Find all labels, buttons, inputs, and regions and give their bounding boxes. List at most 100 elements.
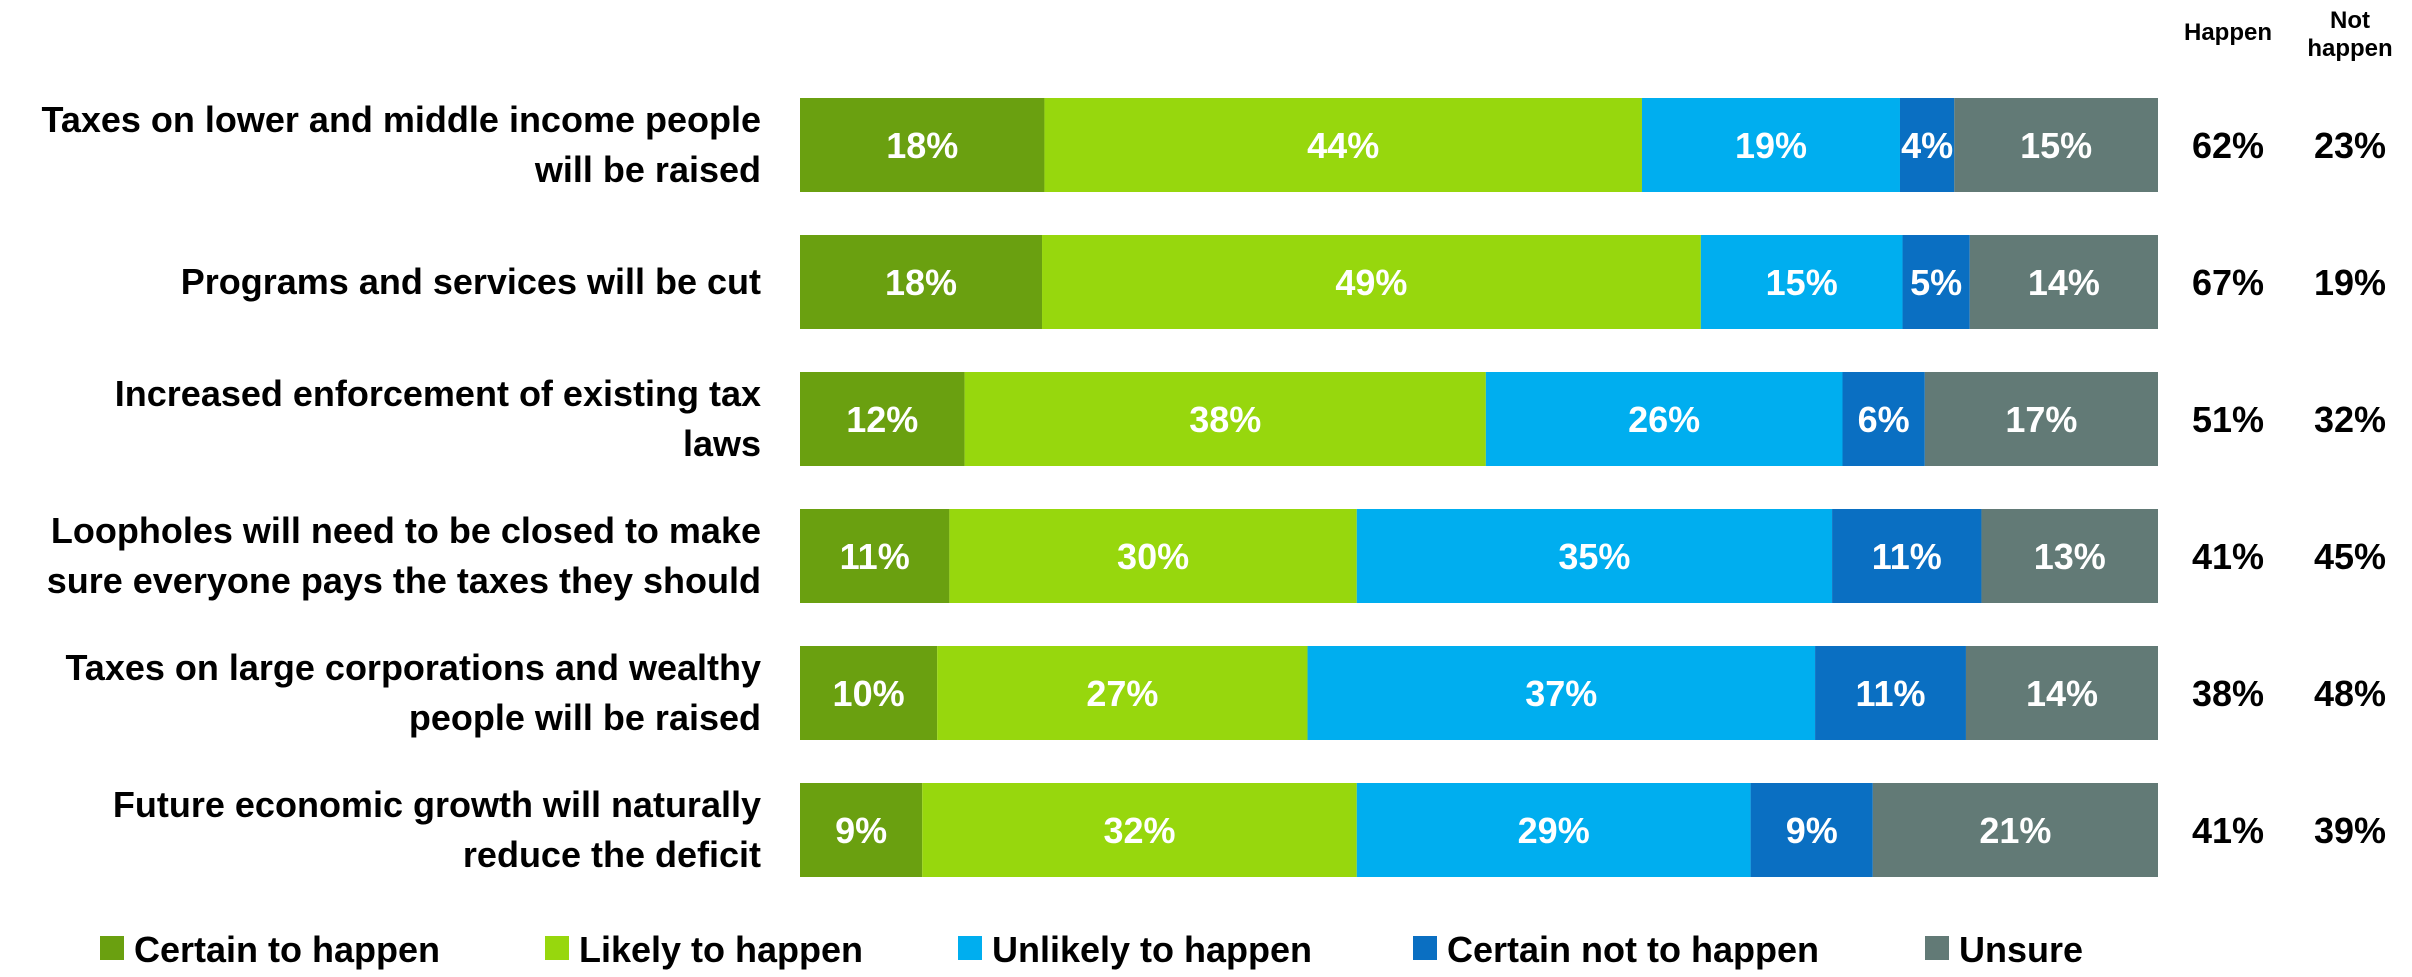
data-label: 11%: [1872, 536, 1942, 577]
bar-segment-unsure: [1924, 372, 2158, 466]
data-label: 17%: [2005, 399, 2077, 440]
data-label: 21%: [1979, 810, 2051, 851]
data-label: 15%: [1766, 262, 1838, 303]
bar-row: Taxes on large corporations and wealthy p…: [65, 646, 2386, 740]
legend-swatch: [1925, 936, 1949, 960]
bar-segment-likely-to-happen: [1044, 98, 1642, 192]
category-label: Taxes on large corporations and wealthy: [65, 647, 761, 688]
bar-segment-unsure: [1954, 98, 2158, 192]
legend-label: Unlikely to happen: [992, 929, 1312, 970]
bar-segment-likely-to-happen: [964, 372, 1486, 466]
happen-value: 41%: [2192, 536, 2264, 577]
category-label: will be raised: [534, 149, 761, 190]
data-label: 32%: [1103, 810, 1175, 851]
bar-segment-certain-not-to-happen: [1832, 509, 1982, 603]
data-label: 18%: [885, 262, 957, 303]
bar-segment-likely-to-happen: [922, 783, 1357, 877]
legend-swatch: [545, 936, 569, 960]
happen-value: 41%: [2192, 810, 2264, 851]
category-label: Increased enforcement of existing tax: [115, 373, 761, 414]
happen-value: 51%: [2192, 399, 2264, 440]
not-happen-value: 19%: [2314, 262, 2386, 303]
data-label: 29%: [1518, 810, 1590, 851]
bar-row: Programs and services will be cut 18% 49% 1…: [181, 235, 2386, 329]
happen-value: 62%: [2192, 125, 2264, 166]
category-label: Programs and services will be cut: [181, 261, 761, 302]
column-header-happen: Happen: [2184, 19, 2272, 46]
data-label: 37%: [1525, 673, 1597, 714]
data-label: 6%: [1858, 399, 1910, 440]
bar-row: Increased enforcement of existing tax law…: [115, 372, 2386, 466]
legend-item: Unlikely to happen: [958, 929, 1312, 970]
legend-item: Likely to happen: [545, 929, 863, 970]
bar-segment-certain-not-to-happen: [1899, 98, 1955, 192]
data-label: 9%: [835, 810, 887, 851]
category-label: people will be raised: [409, 697, 761, 738]
not-happen-value: 39%: [2314, 810, 2386, 851]
category-label: Future economic growth will naturally: [113, 784, 761, 825]
data-label: 49%: [1335, 262, 1407, 303]
data-label: 9%: [1786, 810, 1838, 851]
bar-segment-certain-to-happen: [800, 235, 1043, 329]
category-label: Loopholes will need to be closed to make: [51, 510, 761, 551]
bar-row: Future economic growth will naturally red…: [113, 783, 2386, 877]
legend-label: Unsure: [1959, 929, 2083, 970]
column-header-not-happen: Not: [2330, 7, 2370, 34]
not-happen-value: 48%: [2314, 673, 2386, 714]
not-happen-value: 45%: [2314, 536, 2386, 577]
happen-value: 67%: [2192, 262, 2264, 303]
legend-label: Likely to happen: [579, 929, 863, 970]
bar-segment-unsure: [1981, 509, 2158, 603]
legend-swatch: [100, 936, 124, 960]
bar-segment-unlikely-to-happen: [1356, 783, 1751, 877]
legend-label: Certain to happen: [134, 929, 440, 970]
bar-segment-certain-not-to-happen: [1815, 646, 1966, 740]
legend-swatch: [958, 936, 982, 960]
category-label: laws: [683, 423, 761, 464]
data-label: 4%: [1901, 125, 1953, 166]
bar-segment-certain-to-happen: [800, 372, 965, 466]
bar-segment-likely-to-happen: [949, 509, 1357, 603]
data-label: 26%: [1628, 399, 1700, 440]
data-label: 15%: [2020, 125, 2092, 166]
bar-row: Taxes on lower and middle income people w…: [42, 98, 2386, 192]
bar-segment-likely-to-happen: [937, 646, 1308, 740]
column-header-not-happen: happen: [2307, 35, 2392, 62]
data-label: 14%: [2026, 673, 2098, 714]
bar-segment-likely-to-happen: [1042, 235, 1701, 329]
bar-segment-certain-not-to-happen: [1902, 235, 1970, 329]
data-label: 11%: [1855, 673, 1925, 714]
not-happen-value: 32%: [2314, 399, 2386, 440]
data-label: 44%: [1307, 125, 1379, 166]
legend-item: Certain to happen: [100, 929, 440, 970]
data-label: 38%: [1189, 399, 1261, 440]
bar-segment-unsure: [1872, 783, 2158, 877]
legend-item: Unsure: [1925, 929, 2083, 970]
legend: Certain to happen Likely to happen Unlikel…: [100, 929, 2083, 970]
bar-segment-certain-to-happen: [800, 783, 923, 877]
data-label: 14%: [2028, 262, 2100, 303]
bar-segment-unlikely-to-happen: [1485, 372, 1843, 466]
data-label: 11%: [840, 536, 910, 577]
category-label: reduce the deficit: [463, 834, 761, 875]
bar-segment-certain-to-happen: [800, 509, 950, 603]
bar-segment-unlikely-to-happen: [1641, 98, 1900, 192]
data-label: 18%: [886, 125, 958, 166]
data-label: 13%: [2034, 536, 2106, 577]
chart-rows: Taxes on lower and middle income people w…: [42, 98, 2386, 877]
happen-value: 38%: [2192, 673, 2264, 714]
legend-swatch: [1413, 936, 1437, 960]
bar-segment-unlikely-to-happen: [1307, 646, 1816, 740]
bar-segment-certain-to-happen: [800, 98, 1045, 192]
data-label: 5%: [1910, 262, 1962, 303]
data-label: 10%: [833, 673, 905, 714]
bar-segment-unlikely-to-happen: [1700, 235, 1903, 329]
legend-label: Certain not to happen: [1447, 929, 1819, 970]
data-label: 35%: [1558, 536, 1630, 577]
bar-segment-unsure: [1965, 646, 2158, 740]
bar-segment-unlikely-to-happen: [1356, 509, 1833, 603]
category-label: sure everyone pays the taxes they should: [47, 560, 761, 601]
not-happen-value: 23%: [2314, 125, 2386, 166]
